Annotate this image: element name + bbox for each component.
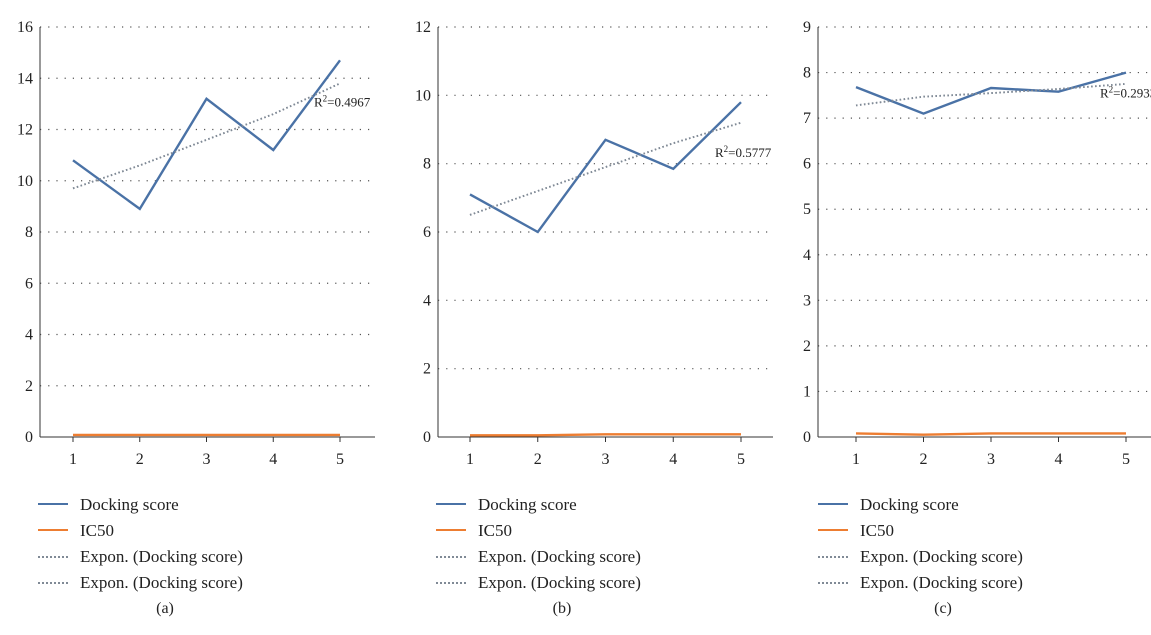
x-tick-label: 4 bbox=[669, 451, 677, 468]
r-squared-r: R bbox=[1100, 86, 1109, 101]
y-tick-label: 14 bbox=[17, 70, 33, 87]
legend-swatch bbox=[38, 582, 68, 584]
x-tick-label: 5 bbox=[1122, 451, 1130, 468]
y-tick-label: 10 bbox=[415, 87, 431, 104]
legend-label: IC50 bbox=[80, 521, 114, 540]
legend-swatch bbox=[38, 503, 68, 505]
x-tick-label: 4 bbox=[1055, 451, 1063, 468]
y-tick-label: 12 bbox=[17, 122, 33, 139]
legend-label: Expon. (Docking score) bbox=[478, 573, 641, 592]
r-squared-sup: 2 bbox=[1109, 85, 1114, 95]
y-tick-label: 0 bbox=[25, 429, 33, 446]
y-tick-label: 3 bbox=[803, 292, 811, 309]
legend-swatch bbox=[436, 556, 466, 558]
legend-label: IC50 bbox=[478, 521, 512, 540]
y-tick-label: 5 bbox=[803, 201, 811, 218]
y-tick-label: 4 bbox=[25, 327, 33, 344]
series-line-trend bbox=[469, 121, 742, 216]
x-tick-label: 2 bbox=[136, 451, 144, 468]
x-tick-label: 3 bbox=[987, 451, 995, 468]
x-tick-label: 2 bbox=[534, 451, 542, 468]
y-tick-label: 8 bbox=[25, 224, 33, 241]
legend-label: IC50 bbox=[860, 521, 894, 540]
y-tick-label: 4 bbox=[803, 247, 811, 264]
series-line-ic50 bbox=[470, 433, 741, 437]
legend-label: Expon. (Docking score) bbox=[478, 547, 641, 566]
r-squared-annotation: R2=0.5777 bbox=[715, 144, 772, 160]
r-squared-r: R bbox=[314, 94, 323, 109]
series-line-ic50 bbox=[855, 432, 1126, 436]
panel-caption: (a) bbox=[156, 600, 174, 617]
series-line-trend bbox=[855, 83, 1127, 107]
legend-label: Expon. (Docking score) bbox=[80, 547, 243, 566]
legend-label: Docking score bbox=[860, 495, 959, 514]
chart-panel-b: 0 2 4 6 8 10 12 1 2 3 4 5 R2=0.5777 Docking score IC50… bbox=[388, 0, 783, 635]
y-tick-label: 4 bbox=[423, 292, 431, 309]
r-squared-value: =0.4967 bbox=[327, 94, 371, 109]
y-tick-label: 8 bbox=[803, 65, 811, 82]
x-tick-label: 2 bbox=[920, 451, 928, 468]
y-tick-label: 6 bbox=[803, 156, 811, 173]
r-squared-sup: 2 bbox=[724, 144, 729, 154]
legend-swatch bbox=[818, 529, 848, 531]
legend-swatch bbox=[38, 556, 68, 558]
y-tick-label: 1 bbox=[803, 383, 811, 400]
x-tick-label: 1 bbox=[69, 451, 77, 468]
x-tick-label: 3 bbox=[602, 451, 610, 468]
legend-swatch bbox=[436, 582, 466, 584]
y-tick-label: 9 bbox=[803, 19, 811, 36]
x-tick-label: 4 bbox=[269, 451, 277, 468]
y-tick-label: 2 bbox=[25, 378, 33, 395]
panel-caption: (b) bbox=[552, 600, 572, 617]
x-tick-label: 3 bbox=[203, 451, 211, 468]
legend-label: Docking score bbox=[80, 495, 179, 514]
x-tick-label: 5 bbox=[336, 451, 344, 468]
legend-swatch bbox=[818, 503, 848, 505]
series-line-trend bbox=[469, 121, 742, 216]
legend-label: Docking score bbox=[478, 495, 577, 514]
series-line-docking bbox=[469, 101, 742, 234]
legend-label: Expon. (Docking score) bbox=[860, 547, 1023, 566]
legend-swatch bbox=[818, 556, 848, 558]
r-squared-value: =0.5777 bbox=[728, 145, 772, 160]
y-tick-label: 8 bbox=[423, 156, 431, 173]
y-tick-label: 0 bbox=[803, 429, 811, 446]
legend-swatch bbox=[436, 503, 466, 505]
panel-caption: (c) bbox=[934, 600, 952, 617]
y-tick-label: 6 bbox=[25, 275, 33, 292]
y-tick-label: 0 bbox=[423, 429, 431, 446]
y-tick-label: 16 bbox=[17, 19, 33, 36]
y-tick-label: 2 bbox=[803, 338, 811, 355]
r-squared-value: =0.2933 bbox=[1113, 86, 1151, 101]
y-tick-label: 12 bbox=[415, 19, 431, 36]
chart-panel-a: 0 2 4 6 8 10 12 14 16 1 2 3 4 5 R2=0.4967 Docking score… bbox=[0, 0, 385, 635]
x-tick-label: 1 bbox=[852, 451, 860, 468]
legend-swatch bbox=[38, 529, 68, 531]
r-squared-r: R bbox=[715, 145, 724, 160]
r-squared-annotation: R2=0.2933 bbox=[1100, 85, 1151, 101]
y-tick-label: 10 bbox=[17, 173, 33, 190]
r-squared-annotation: R2=0.4967 bbox=[314, 93, 371, 109]
series-line-docking bbox=[855, 71, 1127, 115]
legend-label: Expon. (Docking score) bbox=[80, 573, 243, 592]
y-tick-label: 7 bbox=[803, 110, 811, 127]
series-line-docking bbox=[72, 59, 341, 211]
legend-swatch bbox=[818, 582, 848, 584]
x-tick-label: 1 bbox=[466, 451, 474, 468]
legend-label: Expon. (Docking score) bbox=[860, 573, 1023, 592]
y-tick-label: 2 bbox=[423, 361, 431, 378]
r-squared-sup: 2 bbox=[323, 93, 328, 103]
legend-swatch bbox=[436, 529, 466, 531]
y-tick-label: 6 bbox=[423, 224, 431, 241]
x-tick-label: 5 bbox=[737, 451, 745, 468]
